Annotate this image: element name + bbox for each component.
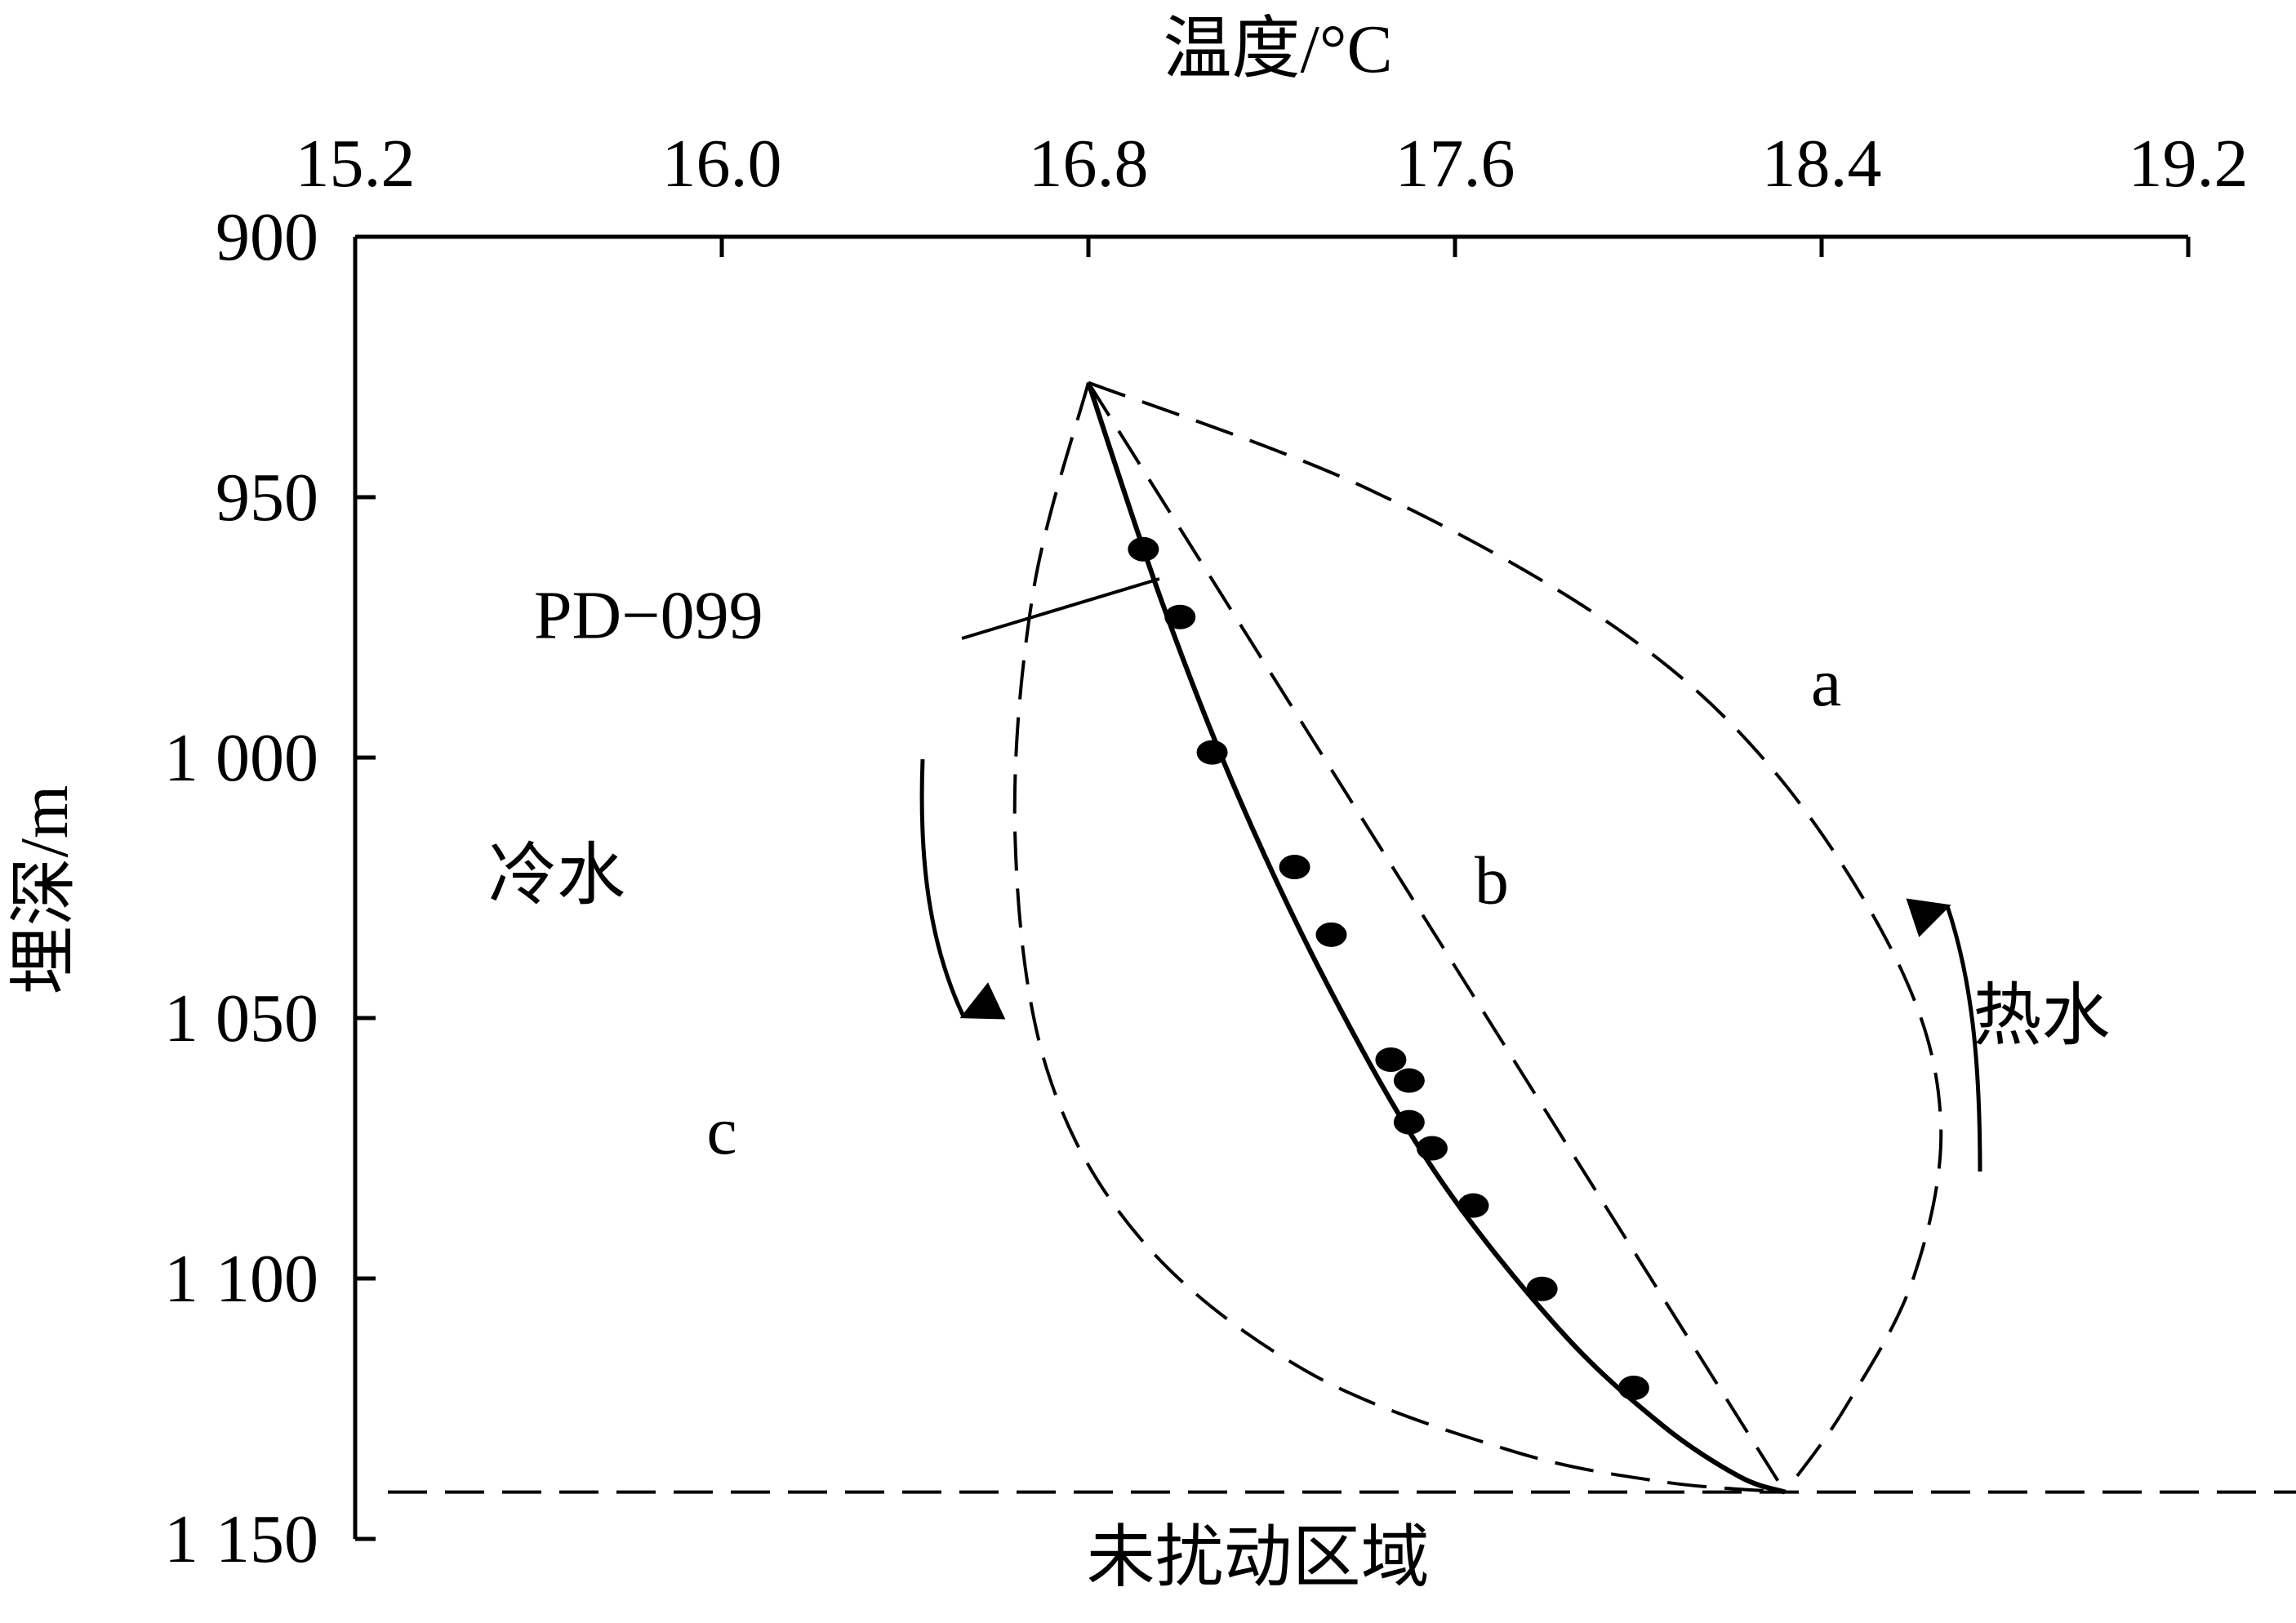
x-tick-label: 19.2 (2129, 126, 2249, 202)
hot-water-arrow (1906, 898, 1982, 1172)
pd099-leader-line (961, 577, 1160, 640)
y-tick-label: 1 050 (164, 980, 318, 1056)
y-tick-label: 1 000 (164, 720, 318, 796)
cold-water-arrow (919, 758, 1006, 1020)
plot-area: 15.2 16.0 16.8 17.6 18.4 19.2 900 950 1 000 1 05… (7, 11, 2296, 1596)
series-layer (388, 380, 2296, 1495)
data-point (1457, 1193, 1489, 1218)
data-point (1416, 1136, 1448, 1161)
y-axis-title: 埋深/m (7, 785, 82, 995)
x-tick-label: 17.6 (1395, 126, 1515, 202)
data-points (1128, 536, 1649, 1400)
data-point (1393, 1109, 1425, 1135)
annotation-label: 热水 (1973, 979, 2110, 1055)
y-tick-label: 900 (216, 199, 318, 275)
curve-a (1088, 380, 1943, 1493)
x-axis-title: 温度/°C (1164, 11, 1393, 87)
x-axis-ticks: 15.2 16.0 16.8 17.6 18.4 19.2 (296, 126, 2249, 257)
y-tick-label: 1 100 (164, 1241, 318, 1317)
data-point (1526, 1276, 1558, 1301)
x-tick-label: 15.2 (296, 126, 416, 202)
pd099-fit-curve (1086, 381, 1787, 1495)
x-tick-label: 18.4 (1762, 126, 1882, 202)
data-point (1196, 740, 1228, 765)
curve-b (1087, 381, 1787, 1493)
data-point (1315, 922, 1347, 947)
y-axis-ticks: 900 950 1 000 1 050 1 100 1 150 (164, 199, 376, 1577)
data-point (1128, 536, 1159, 562)
x-tick-label: 16.8 (1029, 126, 1149, 202)
annotation-label: PD−099 (534, 577, 763, 653)
data-point (1375, 1047, 1407, 1073)
annotation-label: b (1475, 843, 1509, 919)
x-tick-label: 16.0 (662, 126, 782, 202)
annotation-label: c (706, 1093, 736, 1169)
curve-c (1012, 382, 1786, 1494)
annotation-label: a (1811, 645, 1841, 721)
annotation-label: 冷水 (488, 838, 625, 914)
data-point (1617, 1375, 1649, 1400)
y-tick-label: 1 150 (164, 1501, 318, 1577)
data-point (1393, 1068, 1425, 1093)
annotation-label: 未扰动区域 (1087, 1520, 1430, 1596)
data-point (1279, 854, 1310, 879)
data-point (1164, 604, 1196, 629)
y-tick-label: 950 (216, 460, 318, 536)
